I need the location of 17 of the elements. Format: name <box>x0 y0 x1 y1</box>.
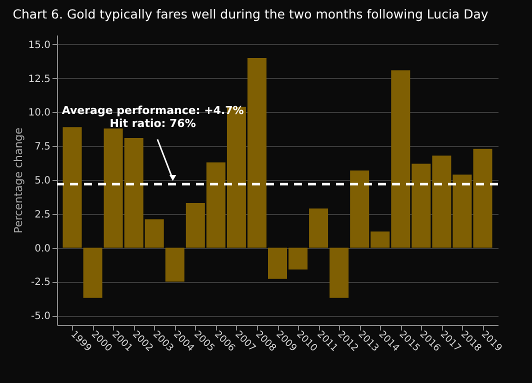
chart-title: Chart 6. Gold typically fares well during the two months following Lucia Day <box>12 6 489 22</box>
bar <box>62 127 82 248</box>
bar <box>330 248 349 298</box>
y-tick-label: 12.5 <box>28 74 50 85</box>
y-tick-label: -5.0 <box>30 311 50 322</box>
annotation: Average performance: +4.7% Hit ratio: 76% <box>62 104 244 130</box>
bar <box>165 248 184 282</box>
y-tick-label: 5.0 <box>34 176 50 186</box>
y-tick-label: 10.0 <box>28 108 50 119</box>
y-tick-label: 7.5 <box>34 142 50 153</box>
y-axis-title: Percentage change <box>12 127 26 234</box>
y-tick-label: -2.5 <box>30 277 50 288</box>
y-tick-label: 2.5 <box>34 209 50 220</box>
bar <box>83 248 102 298</box>
y-tick-label: 0.0 <box>34 243 50 254</box>
bar <box>309 208 328 248</box>
y-tick-label: 15.0 <box>28 40 50 51</box>
